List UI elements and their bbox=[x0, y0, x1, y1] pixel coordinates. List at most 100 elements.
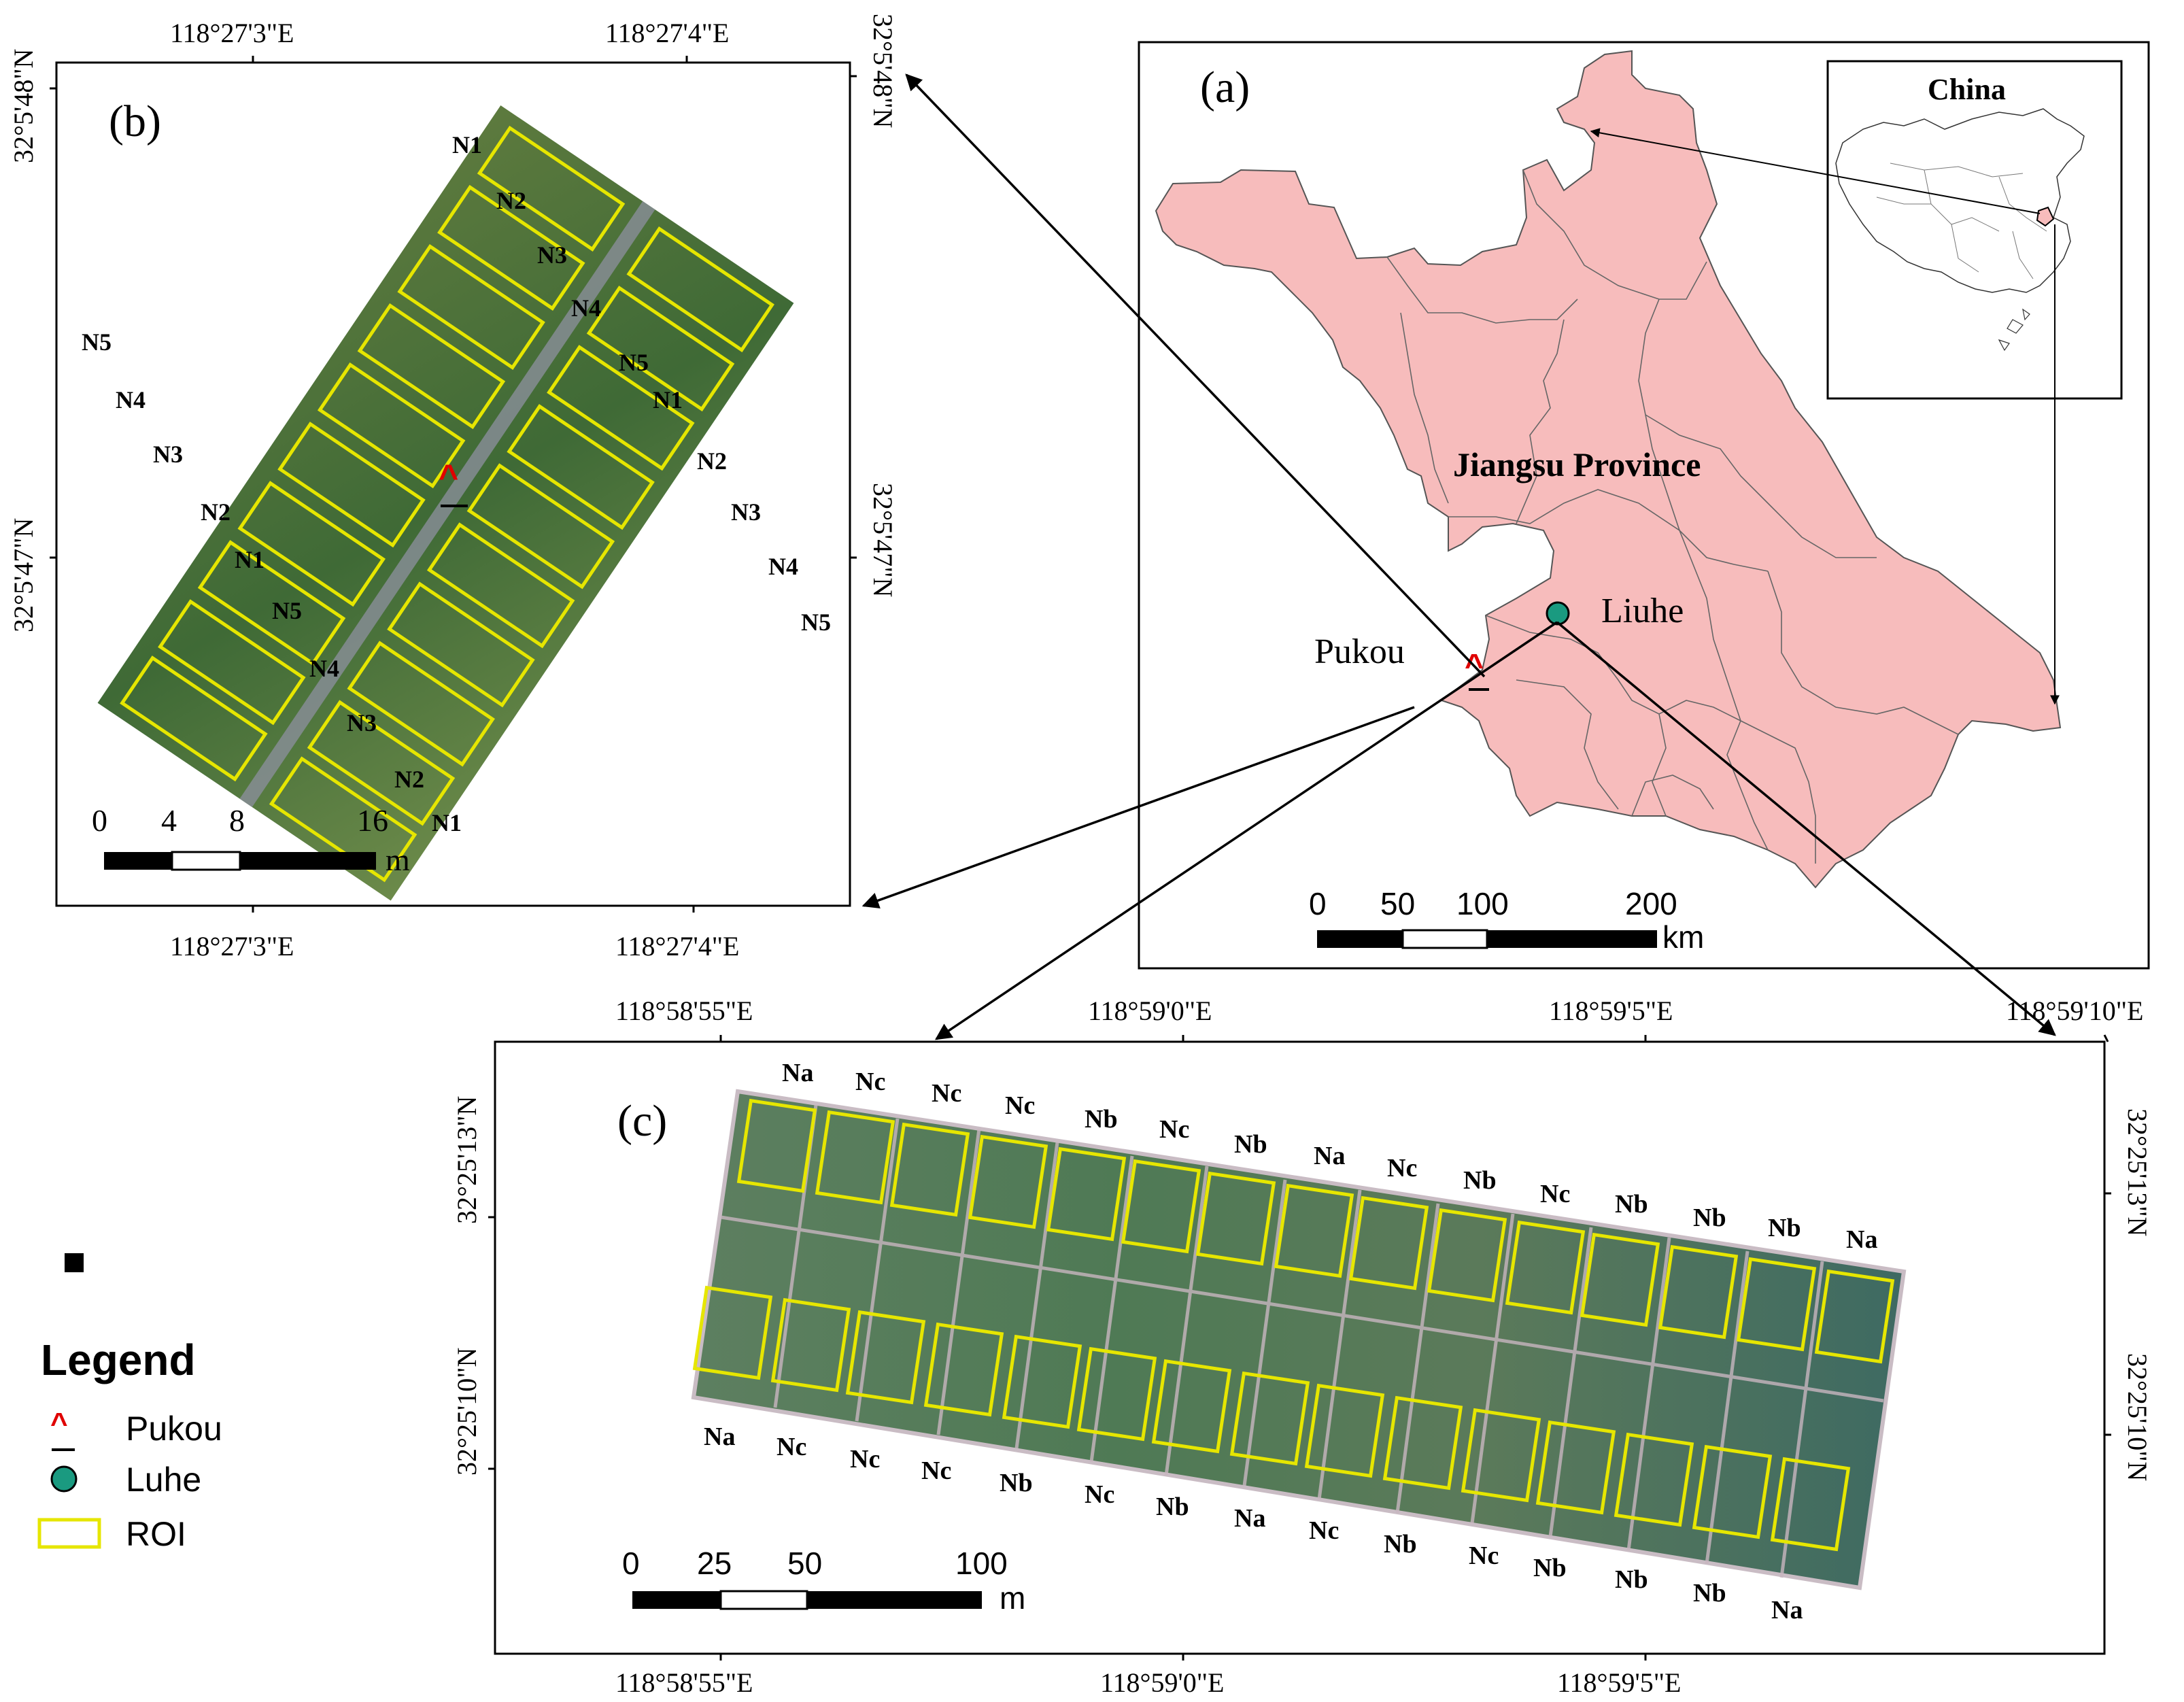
svg-text:N5: N5 bbox=[619, 349, 649, 376]
svg-text:Na: Na bbox=[704, 1423, 735, 1451]
svg-text:Nb: Nb bbox=[1156, 1493, 1189, 1521]
aerial-image-b bbox=[97, 105, 794, 901]
svg-text:118°27'3"E: 118°27'3"E bbox=[170, 18, 294, 48]
svg-text:32°5'47"N: 32°5'47"N bbox=[868, 483, 898, 597]
province-name: Jiangsu Province bbox=[1453, 445, 1701, 483]
svg-text:118°27'4"E: 118°27'4"E bbox=[605, 18, 729, 48]
svg-text:N5: N5 bbox=[82, 328, 112, 356]
svg-text:Nb: Nb bbox=[1234, 1130, 1267, 1159]
china-inset-title: China bbox=[1928, 73, 2006, 106]
svg-text:25: 25 bbox=[697, 1546, 732, 1581]
svg-text:m: m bbox=[1000, 1580, 1025, 1616]
svg-text:N3: N3 bbox=[153, 441, 183, 468]
svg-text:32°5'48"N: 32°5'48"N bbox=[868, 14, 898, 128]
svg-text:Nc: Nc bbox=[1085, 1480, 1114, 1509]
liuhe-label: Liuhe bbox=[1601, 592, 1684, 630]
svg-text:N2: N2 bbox=[697, 447, 727, 475]
legend-luhe-label: Luhe bbox=[126, 1461, 201, 1499]
svg-text:0: 0 bbox=[622, 1546, 640, 1581]
svg-text:Nc: Nc bbox=[1309, 1516, 1339, 1545]
svg-text:N4: N4 bbox=[571, 294, 601, 322]
legend: Legend ^ Pukou Luhe ROI bbox=[37, 1253, 222, 1553]
scale-bar-c: 0 25 50 100 m bbox=[622, 1546, 1025, 1616]
plot-labels-c-top: Na Nc Nc Nc Nb Nc Nb Na Nc Nb Nc Nb Nb N… bbox=[782, 1059, 1877, 1254]
svg-text:118°59'0"E: 118°59'0"E bbox=[1100, 1667, 1224, 1698]
svg-text:32°25'10"N: 32°25'10"N bbox=[451, 1348, 482, 1476]
svg-text:Nb: Nb bbox=[1533, 1554, 1567, 1582]
svg-text:Nc: Nc bbox=[855, 1068, 885, 1096]
svg-text:Nc: Nc bbox=[777, 1433, 806, 1461]
svg-text:N1: N1 bbox=[235, 546, 265, 573]
svg-text:Na: Na bbox=[1234, 1504, 1265, 1533]
svg-text:Nc: Nc bbox=[850, 1445, 880, 1474]
roi-boxes-b bbox=[120, 125, 774, 883]
svg-text:N4: N4 bbox=[309, 655, 339, 682]
prefecture-boundaries bbox=[1386, 169, 1959, 864]
svg-text:Nb: Nb bbox=[1085, 1105, 1118, 1134]
panel-b: (b) 118°27'3"E 118°27'4"E 118°27'3"E 118… bbox=[8, 14, 898, 961]
svg-text:Nc: Nc bbox=[921, 1457, 951, 1485]
svg-text:0: 0 bbox=[1309, 886, 1327, 921]
legend-roi-label: ROI bbox=[126, 1515, 186, 1553]
svg-text:N2: N2 bbox=[394, 766, 424, 793]
inset-jiangsu-highlight bbox=[2036, 206, 2055, 227]
svg-text:Nb: Nb bbox=[1463, 1166, 1497, 1195]
svg-text:Na: Na bbox=[1314, 1142, 1345, 1170]
svg-text:118°59'5"E: 118°59'5"E bbox=[1549, 995, 1673, 1026]
svg-text:m: m bbox=[386, 843, 410, 877]
svg-text:118°59'0"E: 118°59'0"E bbox=[1088, 995, 1212, 1026]
svg-text:Na: Na bbox=[1771, 1596, 1803, 1624]
svg-text:4: 4 bbox=[161, 803, 177, 838]
legend-pukou-label: Pukou bbox=[126, 1410, 222, 1448]
svg-text:N3: N3 bbox=[347, 709, 377, 736]
liuhe-marker-icon bbox=[1546, 601, 1570, 626]
panel-b-label: (b) bbox=[109, 97, 161, 146]
svg-text:50: 50 bbox=[1380, 886, 1415, 921]
svg-text:N3: N3 bbox=[731, 498, 761, 526]
svg-text:200: 200 bbox=[1625, 886, 1677, 921]
svg-text:0: 0 bbox=[92, 803, 107, 838]
svg-text:Nb: Nb bbox=[1693, 1204, 1726, 1232]
svg-text:8: 8 bbox=[229, 803, 245, 838]
plot-labels-c-bottom: Na Nc Nc Nc Nb Nc Nb Na Nc Nb Nc Nb Nb N… bbox=[704, 1423, 1803, 1624]
svg-text:N5: N5 bbox=[272, 597, 302, 624]
svg-text:118°58'55"E: 118°58'55"E bbox=[615, 1667, 753, 1698]
svg-text:32°25'13"N: 32°25'13"N bbox=[451, 1096, 482, 1224]
svg-text:N2: N2 bbox=[201, 498, 231, 526]
roi-boxes-c bbox=[692, 1098, 1895, 1552]
pukou-marker-b-icon: ^ bbox=[439, 458, 458, 496]
svg-text:118°59'5"E: 118°59'5"E bbox=[1557, 1667, 1681, 1698]
scale-bar-a: 0 50 100 200 km bbox=[1309, 886, 1704, 955]
svg-text:Nb: Nb bbox=[1000, 1469, 1033, 1497]
connector-arrows bbox=[861, 73, 2056, 1040]
panel-a: (a) Jiangsu Province ^ Pukou bbox=[1138, 41, 2150, 970]
plot-labels-b: N1 N2 N3 N4 N5 N1 N2 N3 N4 N5 N5 N4 N3 N… bbox=[82, 131, 831, 836]
svg-text:Nb: Nb bbox=[1693, 1579, 1726, 1607]
svg-text:Nb: Nb bbox=[1768, 1214, 1801, 1242]
svg-text:Nc: Nc bbox=[932, 1079, 961, 1108]
svg-text:118°27'3"E: 118°27'3"E bbox=[170, 931, 294, 961]
panel-c-label: (c) bbox=[617, 1096, 667, 1146]
svg-text:16: 16 bbox=[357, 803, 388, 838]
svg-text:32°5'48"N: 32°5'48"N bbox=[8, 49, 39, 163]
panel-c: (c) 118°58'55"E 118°59'0"E 118°59'5"E 11… bbox=[451, 995, 2153, 1698]
svg-text:N2: N2 bbox=[496, 187, 526, 214]
svg-text:N1: N1 bbox=[653, 386, 683, 413]
legend-luhe-icon bbox=[50, 1465, 78, 1493]
svg-text:Nc: Nc bbox=[1005, 1091, 1035, 1120]
svg-text:km: km bbox=[1662, 919, 1704, 955]
legend-title: Legend bbox=[41, 1335, 196, 1384]
svg-text:32°25'10"N: 32°25'10"N bbox=[2122, 1353, 2153, 1481]
legend-roi-icon bbox=[37, 1518, 101, 1549]
svg-text:32°25'13"N: 32°25'13"N bbox=[2122, 1108, 2153, 1236]
svg-text:N1: N1 bbox=[432, 809, 462, 836]
svg-text:100: 100 bbox=[1456, 886, 1509, 921]
svg-text:Nb: Nb bbox=[1384, 1530, 1417, 1559]
svg-text:50: 50 bbox=[787, 1546, 822, 1581]
svg-text:100: 100 bbox=[955, 1546, 1008, 1581]
svg-text:Na: Na bbox=[782, 1059, 813, 1087]
svg-text:N3: N3 bbox=[537, 241, 567, 269]
svg-text:Na: Na bbox=[1846, 1225, 1877, 1254]
jiangsu-province-map bbox=[1155, 50, 2062, 889]
inset-islands bbox=[1998, 308, 2030, 352]
